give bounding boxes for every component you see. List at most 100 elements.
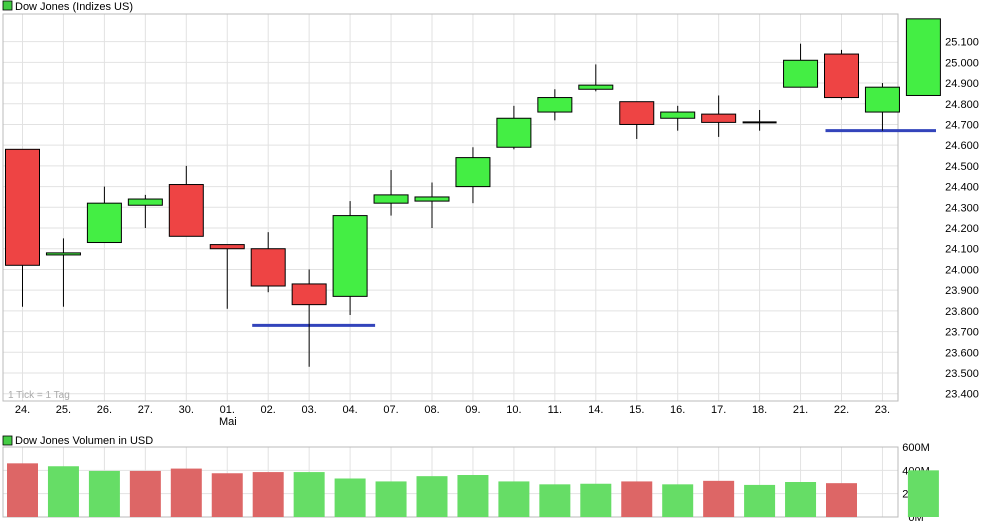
candle-body [537,97,573,113]
price-x-tick-label: 16. [670,404,685,416]
price-x-tick-label: 15. [629,404,644,416]
volume-bar [539,484,571,517]
candle [45,238,81,307]
tick-note: 1 Tick = 1 Tag [8,390,70,401]
candle-body [127,198,163,206]
candle-body [578,84,614,90]
price-x-axis: 24. 25. 26. 27. 30. 01. 02. 03. 04. 07. 08. 09. 10. 1… [15,404,890,416]
candle-body [45,252,81,256]
candle [905,18,941,96]
candle [701,95,737,137]
price-x-tick-label: 10. [506,404,521,416]
volume-bar [498,481,530,517]
price-x-tick-label: 14. [588,404,603,416]
price-x-tick-label: 01. [220,404,235,416]
price-x-tick-label: 11. [548,404,562,416]
candle-body [824,53,859,99]
candle-body [905,18,941,96]
price-y-tick-label: 24.600 [945,140,979,152]
volume-legend-square [2,435,13,446]
price-y-tick-label: 23.900 [945,285,979,297]
volume-bar [7,463,38,517]
price-y-tick-label: 24.300 [945,202,979,214]
candle [864,83,900,131]
price-x-tick-label: 07. [383,404,398,416]
price-y-tick-label: 25.100 [945,37,979,49]
volume-bar [662,484,694,517]
candle-body [86,202,122,244]
price-y-axis: 23.400 23.500 23.600 23.700 23.800 23.900 24.0… [945,37,979,401]
volume-bar [293,472,325,517]
candle [660,105,696,131]
price-y-tick-label: 24.400 [945,182,979,194]
candle [5,148,40,307]
candle-body [496,117,532,148]
price-legend-square [2,0,13,11]
candle [455,147,491,204]
volume-bar [88,470,120,517]
candle [250,232,286,293]
month-label: Mai [219,416,237,428]
price-x-tick-label: 03. [302,404,317,416]
candle [127,194,163,229]
price-x-tick-label: 02. [261,404,276,416]
candle [537,89,573,121]
volume-bar [907,470,939,517]
candle [496,105,532,150]
candle [291,269,327,367]
volume-bar [252,472,284,517]
candle-body [332,215,368,297]
candle [578,64,614,92]
candle-body [373,194,409,204]
price-y-tick-label: 24.000 [945,264,979,276]
candle [332,201,368,316]
price-y-tick-label: 23.600 [945,347,979,359]
price-x-tick-label: 27. [138,404,153,416]
volume-bar [580,483,612,517]
volume-bar [785,482,817,517]
candle-body [660,111,696,119]
candle-body [455,157,491,188]
candle [86,186,122,244]
price-y-tick-label: 24.900 [945,78,979,90]
candle-body [209,244,245,250]
price-y-tick-label: 23.400 [945,389,979,401]
candles [5,18,941,367]
candle-body [414,196,450,202]
volume-bar [211,473,243,517]
candle-body [701,113,737,123]
candle-body [619,101,655,125]
price-y-tick-label: 25.000 [945,57,979,69]
volume-bar [826,483,857,517]
price-x-tick-label: 04. [342,404,357,416]
price-x-tick-label: 18. [752,404,767,416]
volume-bar [129,470,161,517]
price-x-tick-label: 21. [793,404,808,416]
price-x-tick-label: 24. [15,404,30,416]
candle-body [168,184,204,237]
price-x-tick-label: 08. [424,404,439,416]
candle [619,101,655,139]
price-x-tick-label: 09. [465,404,480,416]
candle [783,43,819,88]
volume-bar [744,484,776,517]
volume-bar [703,480,735,517]
price-y-tick-label: 24.800 [945,99,979,111]
candle-body [250,248,286,287]
volume-bar [375,481,407,517]
volume-bar [170,468,202,517]
candle [373,170,409,216]
candle [824,49,859,100]
volume-bar [334,478,366,517]
price-legend-label: Dow Jones (Indizes US) [15,1,133,13]
price-y-tick-label: 23.500 [945,368,979,380]
price-x-tick-label: 22. [834,404,849,416]
price-y-tick-label: 23.800 [945,306,979,318]
volume-bar [457,475,489,517]
volume-plot-frame [2,446,899,518]
candle-body [864,86,900,113]
support-lines [252,129,936,327]
volume-bar [47,466,79,517]
price-x-tick-label: 23. [875,404,890,416]
price-y-tick-label: 23.700 [945,327,979,339]
